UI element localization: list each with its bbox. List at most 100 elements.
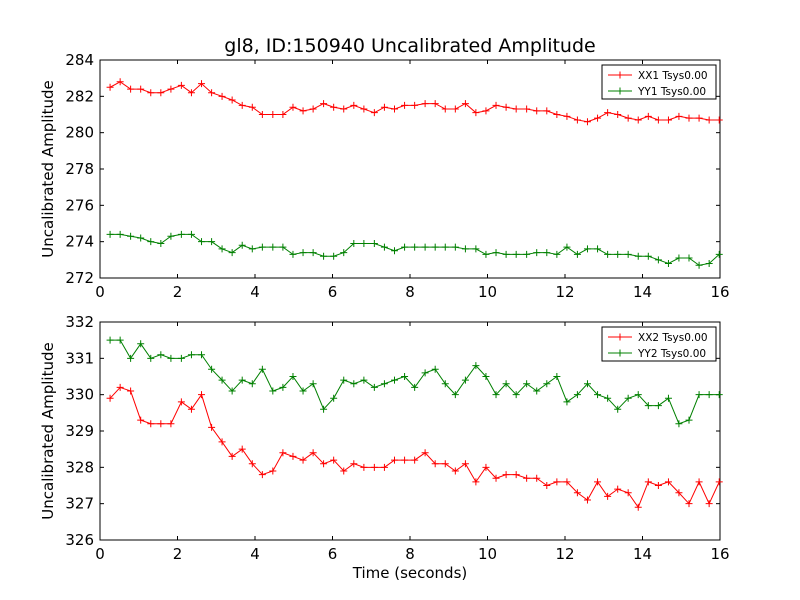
data-point-marker xyxy=(675,112,683,120)
data-point-marker xyxy=(411,383,419,391)
data-point-marker xyxy=(350,239,358,247)
data-point-marker xyxy=(401,101,409,109)
data-point-marker xyxy=(675,489,683,497)
data-point-marker xyxy=(705,391,713,399)
data-point-marker xyxy=(441,380,449,388)
data-point-marker xyxy=(431,243,439,251)
data-point-marker xyxy=(421,369,429,377)
data-point-marker xyxy=(695,391,703,399)
data-point-marker xyxy=(238,445,246,453)
data-point-marker xyxy=(218,245,226,253)
data-point-marker xyxy=(553,478,561,486)
data-point-marker xyxy=(634,391,642,399)
x-tick-label: 10 xyxy=(478,283,497,301)
x-tick-label: 6 xyxy=(328,545,338,563)
data-point-marker xyxy=(614,485,622,493)
x-tick-label: 0 xyxy=(95,283,105,301)
data-point-marker xyxy=(391,376,398,384)
data-point-marker xyxy=(187,230,195,238)
data-point-marker xyxy=(695,114,703,122)
data-point-marker xyxy=(289,250,297,258)
data-point-marker xyxy=(533,387,541,395)
y-axis-label: Uncalibrated Amplitude xyxy=(39,80,57,257)
data-point-marker xyxy=(218,376,226,384)
data-point-marker xyxy=(228,96,236,104)
data-point-marker xyxy=(523,474,531,482)
data-point-marker xyxy=(563,112,571,120)
data-point-marker xyxy=(502,250,510,258)
data-point-marker xyxy=(198,238,206,246)
data-point-marker xyxy=(685,114,693,122)
data-point-marker xyxy=(553,111,561,118)
data-point-marker xyxy=(127,354,135,362)
data-point-marker xyxy=(137,340,145,348)
data-point-marker xyxy=(137,85,145,93)
data-point-marker xyxy=(370,383,378,391)
data-point-marker xyxy=(644,252,652,260)
data-point-marker xyxy=(715,478,723,486)
y-tick-label: 274 xyxy=(65,233,94,251)
data-point-marker xyxy=(380,243,388,251)
x-tick-label: 4 xyxy=(250,283,260,301)
data-point-marker xyxy=(106,394,114,402)
data-point-marker xyxy=(492,474,500,482)
x-tick-label: 8 xyxy=(405,545,415,563)
x-tick-label: 4 xyxy=(250,545,260,563)
data-point-marker xyxy=(715,250,723,258)
data-point-marker xyxy=(198,80,206,88)
data-point-marker xyxy=(634,252,642,260)
data-point-marker xyxy=(320,100,328,108)
data-point-marker xyxy=(269,111,277,118)
data-point-marker xyxy=(705,116,713,124)
data-point-marker xyxy=(573,391,581,399)
data-point-marker xyxy=(492,391,500,399)
data-point-marker xyxy=(472,245,480,253)
data-point-marker xyxy=(167,354,175,362)
data-point-marker xyxy=(472,478,480,486)
data-point-marker xyxy=(675,254,683,262)
data-point-marker xyxy=(380,463,388,471)
data-point-marker xyxy=(116,78,124,86)
data-point-marker xyxy=(147,354,155,362)
legend-label: XX1 Tsys0.00 xyxy=(638,70,708,82)
data-point-marker xyxy=(461,100,469,108)
data-point-marker xyxy=(401,373,409,380)
data-point-marker xyxy=(228,452,236,460)
y-tick-label: 272 xyxy=(65,269,94,287)
data-point-marker xyxy=(594,478,602,486)
data-point-marker xyxy=(472,109,480,117)
data-point-marker xyxy=(604,109,612,117)
x-tick-label: 16 xyxy=(710,545,729,563)
x-tick-label: 14 xyxy=(633,545,652,563)
data-point-marker xyxy=(664,394,672,402)
data-point-marker xyxy=(543,482,551,489)
data-point-marker xyxy=(594,114,602,122)
data-point-marker xyxy=(106,83,114,91)
data-point-marker xyxy=(431,365,439,373)
data-point-marker xyxy=(350,380,358,388)
data-point-marker xyxy=(502,471,510,479)
data-point-marker xyxy=(309,249,317,257)
data-point-marker xyxy=(289,452,297,460)
data-point-marker xyxy=(451,243,459,251)
data-point-marker xyxy=(299,387,307,395)
data-point-marker xyxy=(614,250,622,258)
data-point-marker xyxy=(451,391,459,399)
data-point-marker xyxy=(269,387,277,395)
data-point-marker xyxy=(320,460,328,468)
data-point-marker xyxy=(614,405,622,413)
data-point-marker xyxy=(380,380,388,388)
data-point-marker xyxy=(563,478,571,486)
x-tick-label: 2 xyxy=(173,283,183,301)
data-point-marker xyxy=(543,249,551,257)
legend-marker xyxy=(616,349,624,357)
data-point-marker xyxy=(604,492,612,500)
data-point-marker xyxy=(431,100,439,108)
data-point-marker xyxy=(523,250,531,258)
data-point-marker xyxy=(116,383,124,391)
data-point-marker xyxy=(583,496,591,504)
y-tick-label: 282 xyxy=(65,87,94,105)
y-tick-label: 276 xyxy=(65,196,94,214)
data-point-marker xyxy=(441,460,449,468)
data-point-marker xyxy=(370,463,378,471)
